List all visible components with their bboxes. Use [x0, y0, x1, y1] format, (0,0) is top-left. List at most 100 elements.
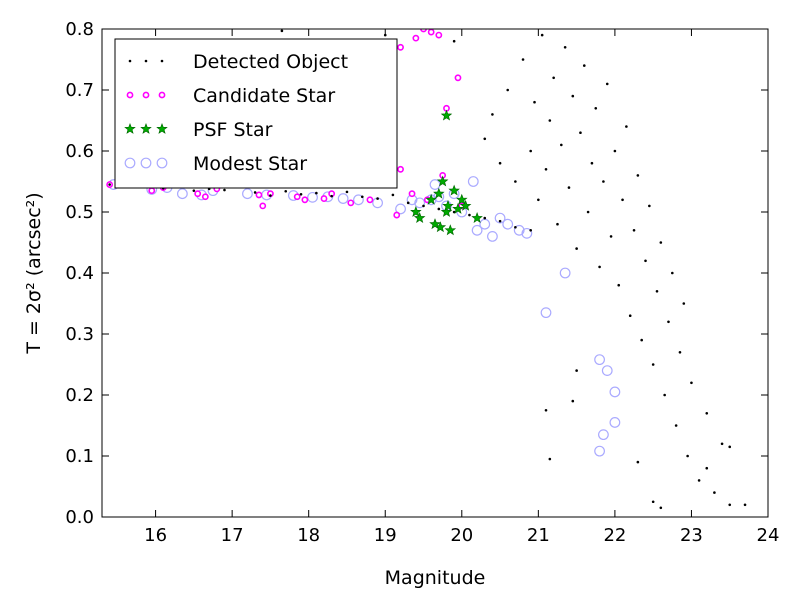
candidate-star-point-11	[320, 195, 328, 202]
x-tick-label: 24	[757, 525, 780, 546]
detected-object-point-40	[544, 168, 548, 171]
modest-star-point-36	[598, 429, 609, 441]
psf-star-point-10	[452, 202, 464, 214]
x-axis: 16 17 18 19 20 21 22 23 24	[144, 29, 779, 546]
legend-psf-star-point-0	[124, 122, 136, 134]
detected-object-point-72	[667, 320, 670, 324]
y-tick-label: 0.1	[65, 446, 94, 467]
candidate-star-point-6	[255, 191, 263, 199]
detected-object-point-93	[728, 445, 732, 449]
detected-object-point-84	[743, 503, 747, 507]
modest-star-point-35	[609, 386, 621, 398]
detected-object-point-56	[605, 82, 609, 86]
psf-star-point-5	[436, 175, 449, 187]
detected-object-point-58	[613, 149, 617, 153]
candidate-star-point-18	[420, 29, 427, 33]
detected-object-point-53	[594, 107, 598, 110]
detected-object-point-91	[659, 506, 663, 510]
modest-star-point-32	[559, 267, 571, 279]
detected-object-point-8	[253, 191, 257, 194]
detected-object-point-42	[552, 76, 555, 80]
detected-object-point-59	[617, 283, 621, 287]
modest-star-point-16	[414, 197, 426, 209]
y-tick-label: 0.2	[65, 385, 94, 406]
candidate-star-point-17	[412, 34, 420, 42]
detected-object-point-66	[644, 259, 647, 263]
detected-object-point-67	[648, 204, 651, 208]
modest-star-point-11	[337, 193, 349, 204]
candidate-star-point-4	[201, 193, 209, 201]
detected-object-point-55	[602, 180, 605, 183]
detected-object-point-75	[678, 351, 682, 354]
detected-object-point-30	[483, 137, 487, 141]
x-tick-label: 20	[450, 525, 473, 546]
y-axis-title: T = 2σ² (arcsec²)	[23, 192, 45, 354]
modest-star-point-9	[307, 191, 318, 203]
psf-star-point-14	[440, 109, 453, 121]
detected-object-point-68	[651, 363, 655, 366]
modest-star-point-6	[242, 188, 253, 200]
detected-object-point-80	[705, 412, 709, 415]
modest-star-point-33	[594, 354, 605, 366]
detected-object-point-81	[713, 491, 716, 494]
psf-star-point-7	[442, 199, 454, 211]
detected-object-point-31	[491, 113, 494, 116]
detected-object-point-44	[560, 143, 563, 147]
psf-star-point-1	[413, 212, 426, 223]
modest-star-point-30	[521, 227, 533, 239]
detected-object-point-69	[655, 290, 659, 293]
x-tick-label: 16	[144, 525, 167, 546]
detected-object-point-50	[582, 64, 586, 67]
detected-object-point-83	[728, 503, 732, 507]
y-tick-label: 0.7	[65, 80, 94, 101]
legend-candidate-star-point-1	[142, 91, 150, 99]
candidate-star-point-15	[393, 211, 401, 219]
detected-object-point-86	[548, 457, 552, 461]
detected-object-point-49	[579, 131, 582, 134]
detected-object-point-43	[556, 222, 559, 226]
detected-object-point-37	[533, 100, 536, 104]
y-tick-label: 0.5	[65, 202, 94, 223]
x-axis-title: Magnitude	[385, 567, 486, 589]
legend-modest-star-point-0	[124, 157, 136, 169]
psf-star-point-12	[459, 199, 472, 211]
detected-object-point-64	[636, 174, 640, 177]
candidate-star-point-13	[347, 199, 355, 207]
detected-object-point-70	[659, 241, 663, 244]
detected-object-point-88	[571, 399, 575, 403]
detected-object-point-61	[625, 125, 628, 128]
psf-star-point-0	[410, 205, 422, 217]
legend-label-modest-star: Modest Star	[193, 153, 307, 175]
legend-detected-object-point-0	[128, 59, 132, 63]
detected-object-point-47	[571, 94, 575, 98]
modest-star-point-29	[513, 224, 525, 236]
detected-object-point-51	[586, 210, 590, 214]
detected-object-point-90	[651, 500, 655, 504]
modest-star-point-38	[594, 445, 605, 457]
detected-object-point-19	[422, 204, 425, 208]
legend-modest-star-point-2	[156, 157, 168, 169]
detected-object-point-79	[697, 479, 701, 482]
candidate-star-point-23	[408, 190, 416, 198]
detected-object-point-46	[567, 186, 571, 189]
detected-object-point-92	[705, 466, 709, 470]
detected-object-point-57	[609, 235, 613, 238]
detected-object-point-22	[468, 213, 471, 217]
legend-detected-object-point-1	[144, 59, 148, 63]
y-tick-label: 0.6	[65, 141, 94, 162]
detected-object-point-27	[280, 29, 284, 33]
detected-object-point-14	[345, 190, 349, 194]
candidate-star-point-7	[259, 202, 267, 210]
detected-object-point-12	[315, 191, 318, 195]
detected-object-point-65	[640, 338, 643, 342]
detected-object-point-45	[563, 46, 567, 49]
candidate-star-point-20	[435, 31, 443, 39]
modest-star-point-34	[601, 365, 613, 377]
modest-star-point-24	[471, 224, 483, 236]
candidate-star-point-3	[194, 190, 202, 198]
candidate-star-series	[106, 29, 466, 219]
detected-object-point-5	[192, 189, 196, 192]
psf-star-point-8	[444, 224, 457, 236]
psf-star-point-11	[456, 193, 468, 205]
